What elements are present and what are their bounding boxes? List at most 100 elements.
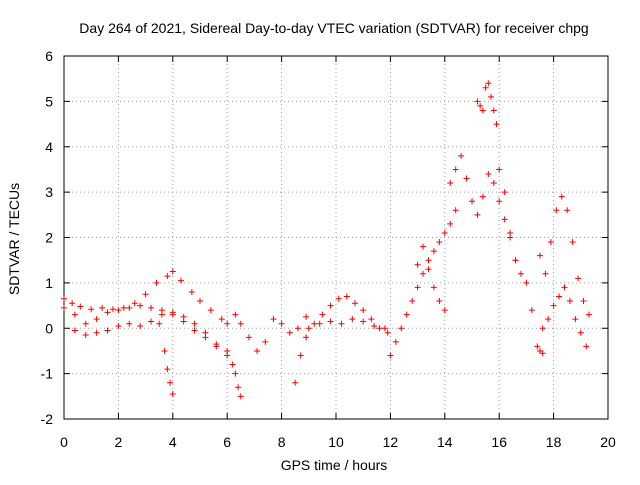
grid-layer [64,56,608,419]
data-point [384,329,391,336]
data-point [229,361,236,368]
data-point [414,261,421,268]
data-point [126,304,133,311]
x-tick-label: 12 [383,434,399,450]
data-point [161,347,168,354]
y-tick-labels: -2 -1 0 1 2 3 4 5 6 [41,48,54,427]
data-point [213,341,220,348]
y-tick-label: 6 [45,48,53,64]
y-axis-label: SDTVAR / TECUs [6,183,22,295]
data-point [534,343,541,350]
data-point [93,316,100,323]
data-point [349,316,356,323]
data-point [392,338,399,345]
data-point [148,318,155,325]
y-tick-label: 2 [45,230,53,246]
series-trace-f [229,361,244,400]
data-point [82,332,89,339]
data-point [371,322,378,329]
data-point [319,311,326,318]
data-point [585,311,592,318]
data-point [156,320,163,327]
data-point [430,284,437,291]
data-point [488,93,495,100]
data-point [303,313,310,320]
data-point [561,284,568,291]
data-point [414,284,421,291]
data-point [153,279,160,286]
data-point [352,300,359,307]
data-point [61,295,67,302]
data-point [539,325,546,332]
x-tick-label: 8 [278,434,286,450]
y-tick-label: 4 [45,139,53,155]
data-point [490,107,497,114]
data-point [474,98,481,105]
series-trace-d [156,320,176,398]
data-point [99,304,106,311]
x-tick-label: 10 [328,434,344,450]
data-point [376,325,383,332]
data-point [493,121,500,128]
data-point [566,298,573,305]
tick-layer [63,55,609,420]
data-point [232,311,239,318]
data-point [115,322,122,329]
data-point [553,207,560,214]
series-trace-n [537,193,592,318]
data-point [88,306,95,313]
data-point [420,243,427,250]
data-point [482,84,489,91]
series-trace-e [232,311,310,354]
data-point [474,211,481,218]
x-tick-label: 4 [169,434,177,450]
data-point [292,379,299,386]
data-point [343,293,350,300]
data-point [477,102,484,109]
data-point [580,298,587,305]
data-point [409,298,416,305]
data-point [270,316,277,323]
data-point [381,325,388,332]
data-point [458,152,465,159]
data-point [218,316,225,323]
data-point [158,311,165,318]
data-point [496,198,503,205]
data-point [558,193,565,200]
data-point [490,180,497,187]
data-point [539,350,546,357]
data-point [469,198,475,205]
data-point [528,307,535,314]
data-point [572,316,579,323]
data-point [441,307,448,314]
data-point [131,300,138,307]
data-point [245,334,252,341]
data-point [169,309,176,316]
data-point [335,295,342,302]
data-point [420,270,427,277]
data-point [191,327,198,334]
data-point [311,320,318,327]
series-trace-a [61,268,231,327]
data-point [452,207,459,214]
data-point [556,293,563,300]
data-point [137,322,144,329]
x-tick-labels: 0 2 4 6 8 10 12 14 16 18 20 [60,434,616,450]
y-tick-label: -2 [41,411,54,427]
data-point [104,327,111,334]
data-point [517,270,524,277]
series-layer [61,80,592,400]
data-point [316,320,323,327]
data-point [262,338,269,345]
x-tick-label: 2 [115,434,123,450]
data-point [577,329,584,336]
y-tick-label: 0 [45,320,53,336]
data-point [398,325,405,332]
data-point [237,320,244,327]
data-point [167,379,174,386]
series-trace-i [387,207,459,359]
x-tick-label: 18 [546,434,562,450]
x-tick-label: 14 [437,434,453,450]
